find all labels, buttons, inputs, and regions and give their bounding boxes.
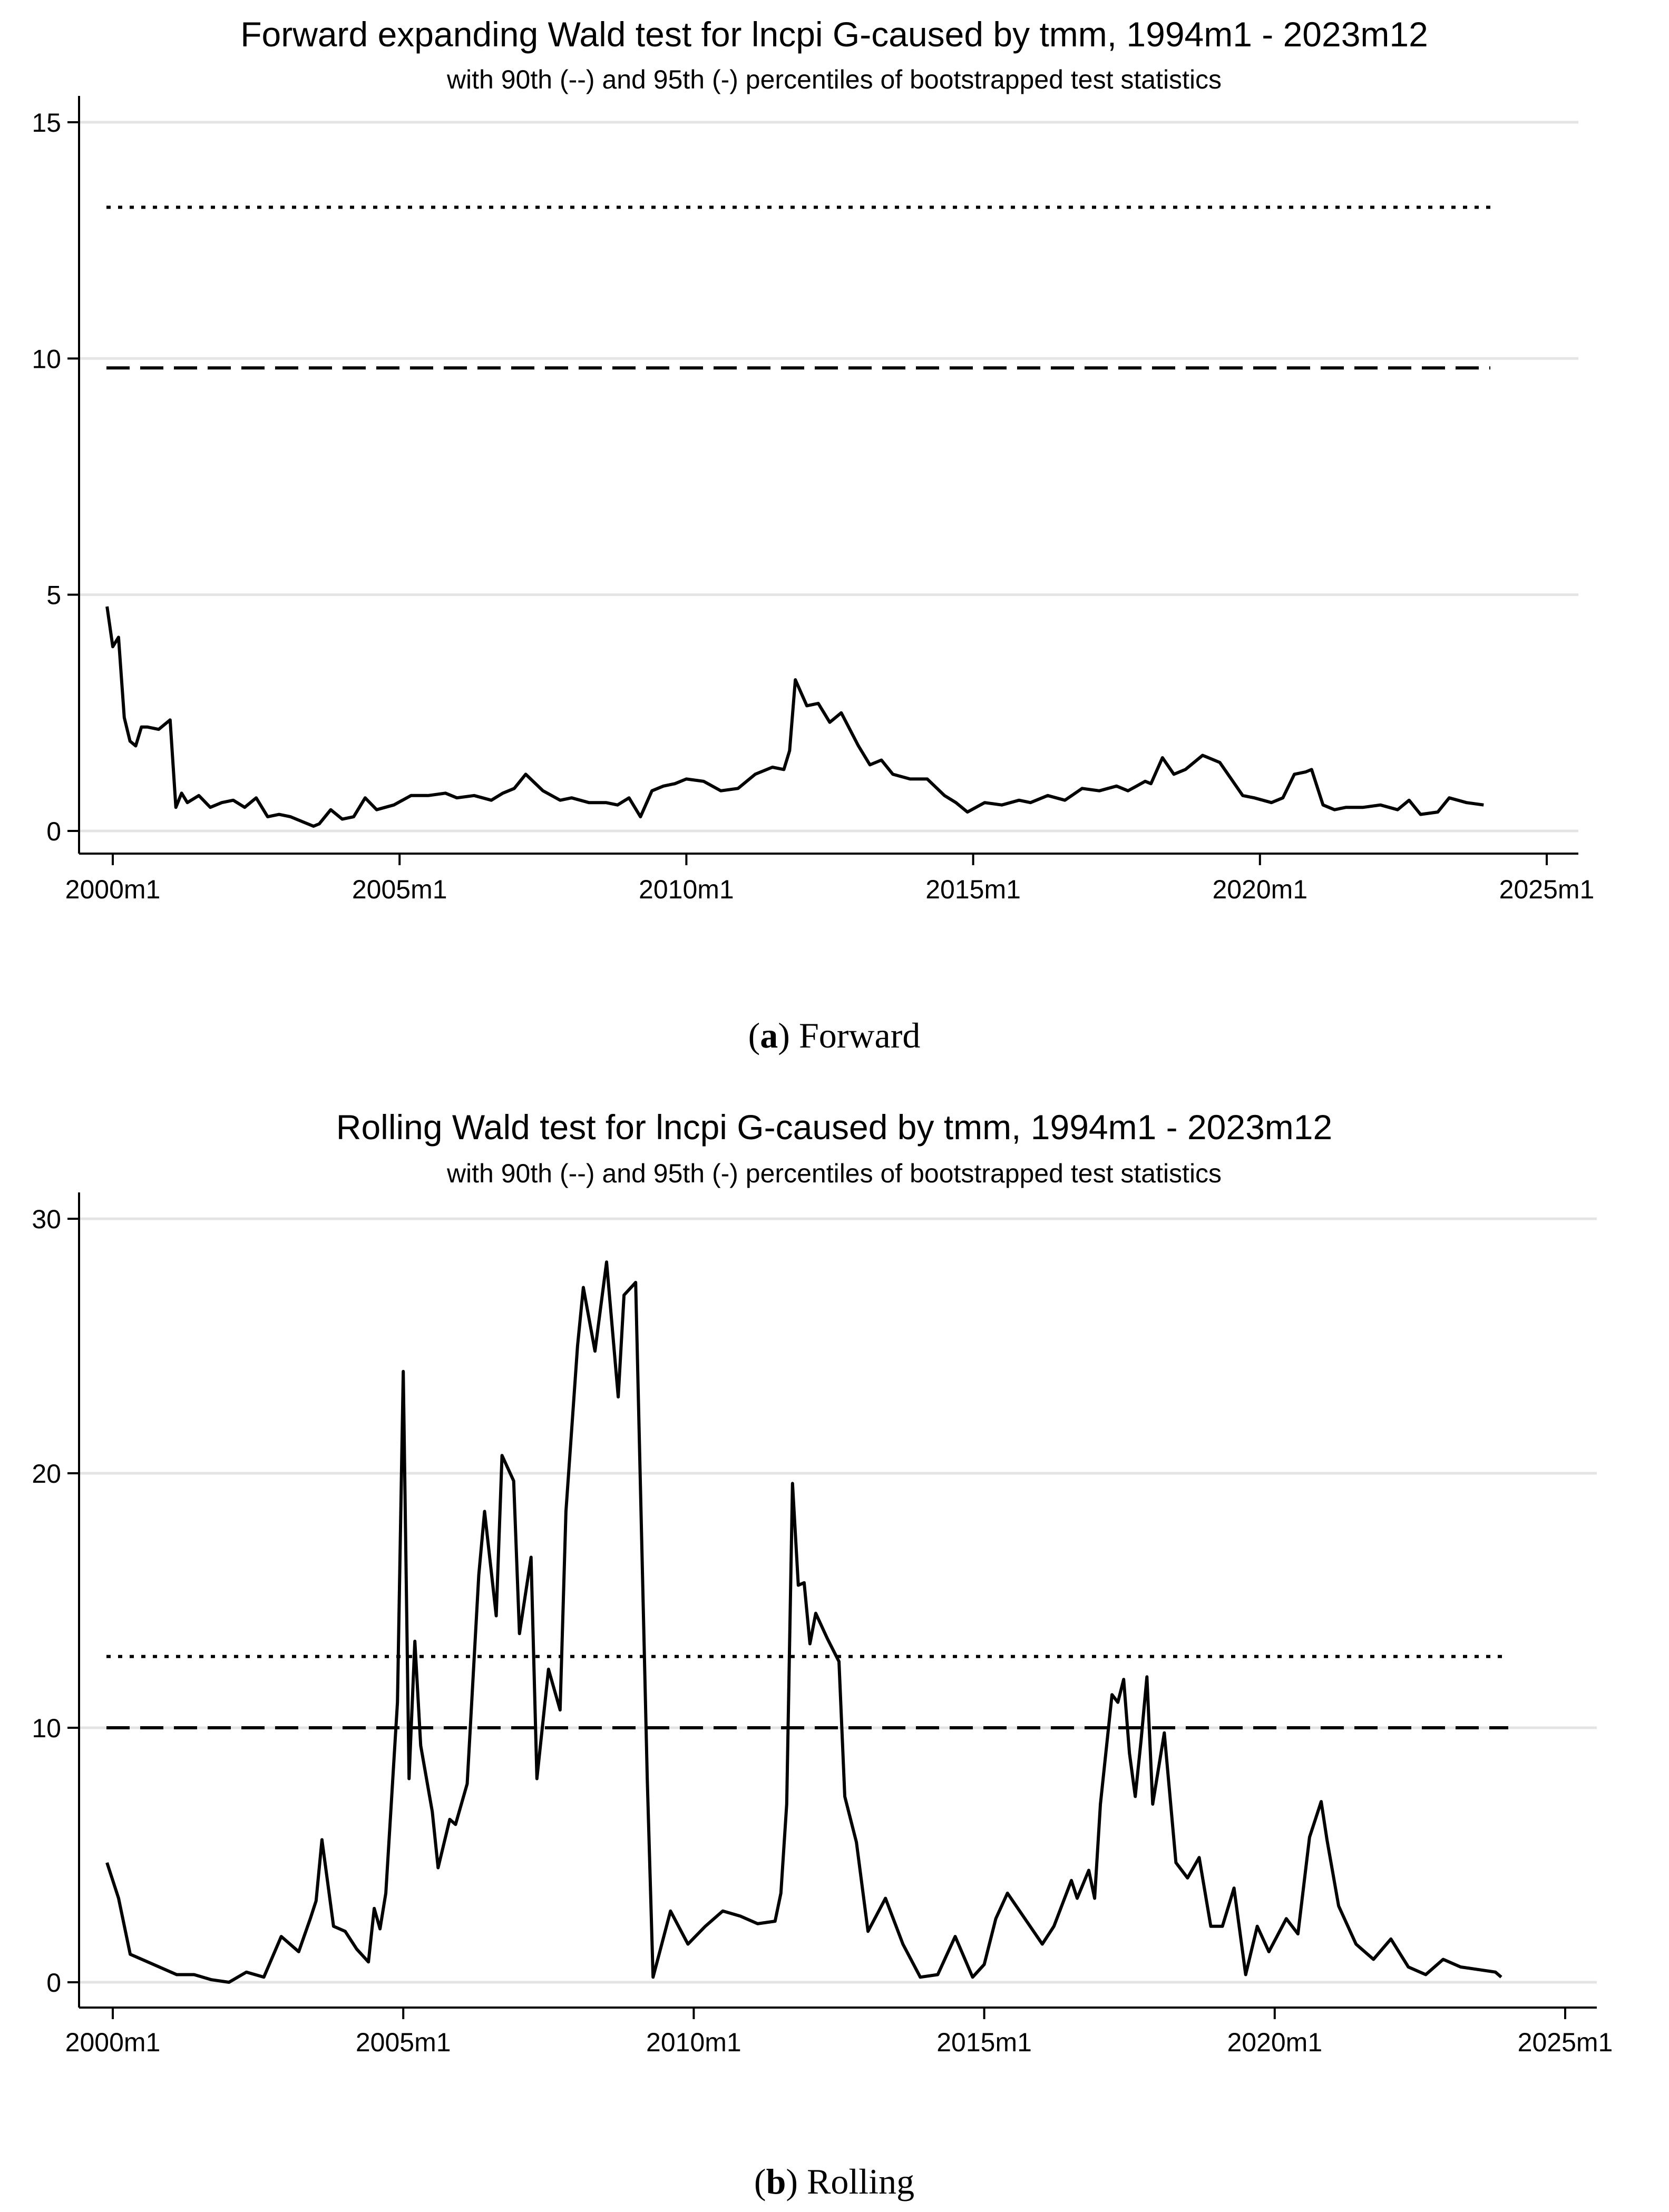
- chart-subtitle: with 90th (--) and 95th (-) percentiles …: [446, 1159, 1222, 1188]
- y-tick-label: 20: [32, 1459, 61, 1489]
- x-tick-label: 2010m1: [639, 875, 734, 904]
- y-tick-label: 30: [32, 1205, 61, 1234]
- y-tick-label: 5: [46, 581, 61, 610]
- y-tick-label: 10: [32, 344, 61, 374]
- x-tick-label: 2005m1: [356, 2028, 451, 2057]
- x-tick-label: 2000m1: [65, 875, 161, 904]
- y-tick-label: 15: [32, 108, 61, 138]
- wald-statistic-line: [105, 606, 1484, 828]
- x-tick-label: 2025m1: [1499, 875, 1595, 904]
- chart-title: Rolling Wald test for lncpi G-caused by …: [336, 1108, 1332, 1147]
- chart-title: Forward expanding Wald test for lncpi G-…: [240, 15, 1428, 54]
- caption-text-rolling: Rolling: [807, 2161, 914, 2201]
- x-tick-label: 2020m1: [1212, 875, 1307, 904]
- y-tick-label: 0: [46, 817, 61, 846]
- x-tick-label: 2025m1: [1518, 2028, 1613, 2057]
- x-tick-label: 2015m1: [925, 875, 1021, 904]
- chart-subtitle: with 90th (--) and 95th (-) percentiles …: [446, 65, 1222, 94]
- x-tick-label: 2010m1: [646, 2028, 741, 2057]
- caption-letter-b: b: [766, 2161, 786, 2201]
- caption-rolling: (b) Rolling: [754, 2161, 914, 2201]
- caption-letter-a: a: [760, 1015, 778, 1055]
- x-tick-label: 2005m1: [352, 875, 447, 904]
- caption-forward: (a) Forward: [748, 1015, 921, 1055]
- x-tick-label: 2015m1: [936, 2028, 1032, 2057]
- forward-chart: Forward expanding Wald test for lncpi G-…: [32, 15, 1594, 904]
- wald-statistic-line: [105, 1260, 1502, 1984]
- y-tick-label: 0: [46, 1968, 61, 1998]
- rolling-chart: Rolling Wald test for lncpi G-caused by …: [32, 1108, 1613, 2057]
- x-tick-label: 2000m1: [65, 2028, 161, 2057]
- y-tick-label: 10: [32, 1714, 61, 1743]
- x-tick-label: 2020m1: [1227, 2028, 1322, 2057]
- caption-text-forward: Forward: [799, 1015, 920, 1055]
